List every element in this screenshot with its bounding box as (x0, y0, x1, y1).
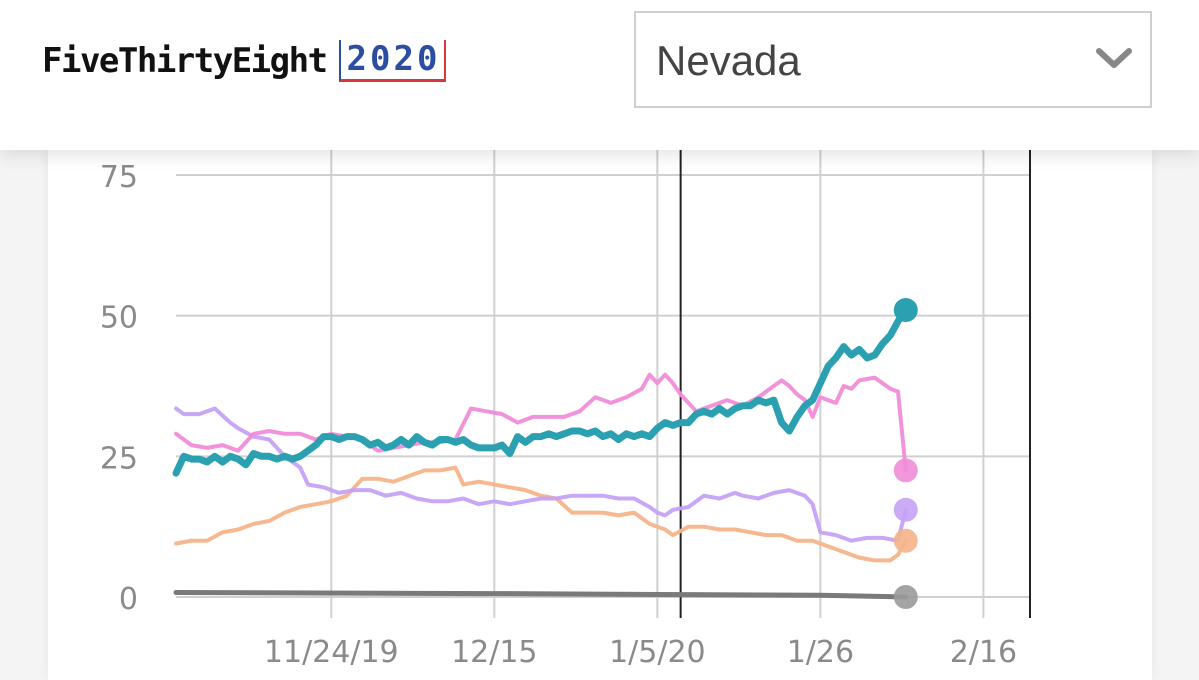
logo-wordmark: FiveThirtyEight (42, 41, 328, 81)
series-line-orange (174, 465, 908, 563)
series-endpoint-gray (893, 585, 918, 609)
y-tick-label: 25 (100, 441, 138, 476)
logo-year-badge: 2020 (338, 40, 447, 82)
x-tick-label: 2/16 (950, 635, 1017, 670)
x-tick-label: 11/24/19 (264, 635, 399, 670)
series-endpoints (893, 298, 918, 609)
y-tick-label: 50 (100, 301, 138, 336)
site-header: FiveThirtyEight 2020 Nevada (0, 0, 1199, 150)
chart-series (172, 306, 910, 600)
y-axis-ticks: 0 25 50 75 (100, 160, 138, 617)
y-tick-label: 0 (119, 582, 138, 617)
y-tick-label: 75 (100, 160, 138, 195)
chevron-down-icon (1096, 47, 1132, 75)
x-tick-label: 1/26 (787, 635, 854, 670)
series-endpoint-orange (893, 528, 918, 553)
x-tick-label: 12/15 (451, 635, 537, 670)
state-dropdown-value: Nevada (656, 37, 801, 84)
series-endpoint-teal (893, 298, 918, 323)
series-line-purple (174, 406, 908, 543)
x-axis-ticks: 11/24/19 12/15 1/5/20 1/26 2/16 (264, 635, 1017, 670)
chart-grid (176, 150, 1031, 618)
series-endpoint-purple (893, 497, 918, 522)
chart-card (48, 140, 1152, 680)
series-endpoint-pink (893, 458, 918, 483)
x-tick-label: 1/5/20 (609, 635, 706, 670)
fivethirtyeight-logo[interactable]: FiveThirtyEight 2020 (42, 40, 447, 82)
series-line-gray (173, 590, 909, 600)
state-dropdown[interactable]: Nevada (634, 11, 1152, 108)
series-line-teal (172, 306, 910, 477)
